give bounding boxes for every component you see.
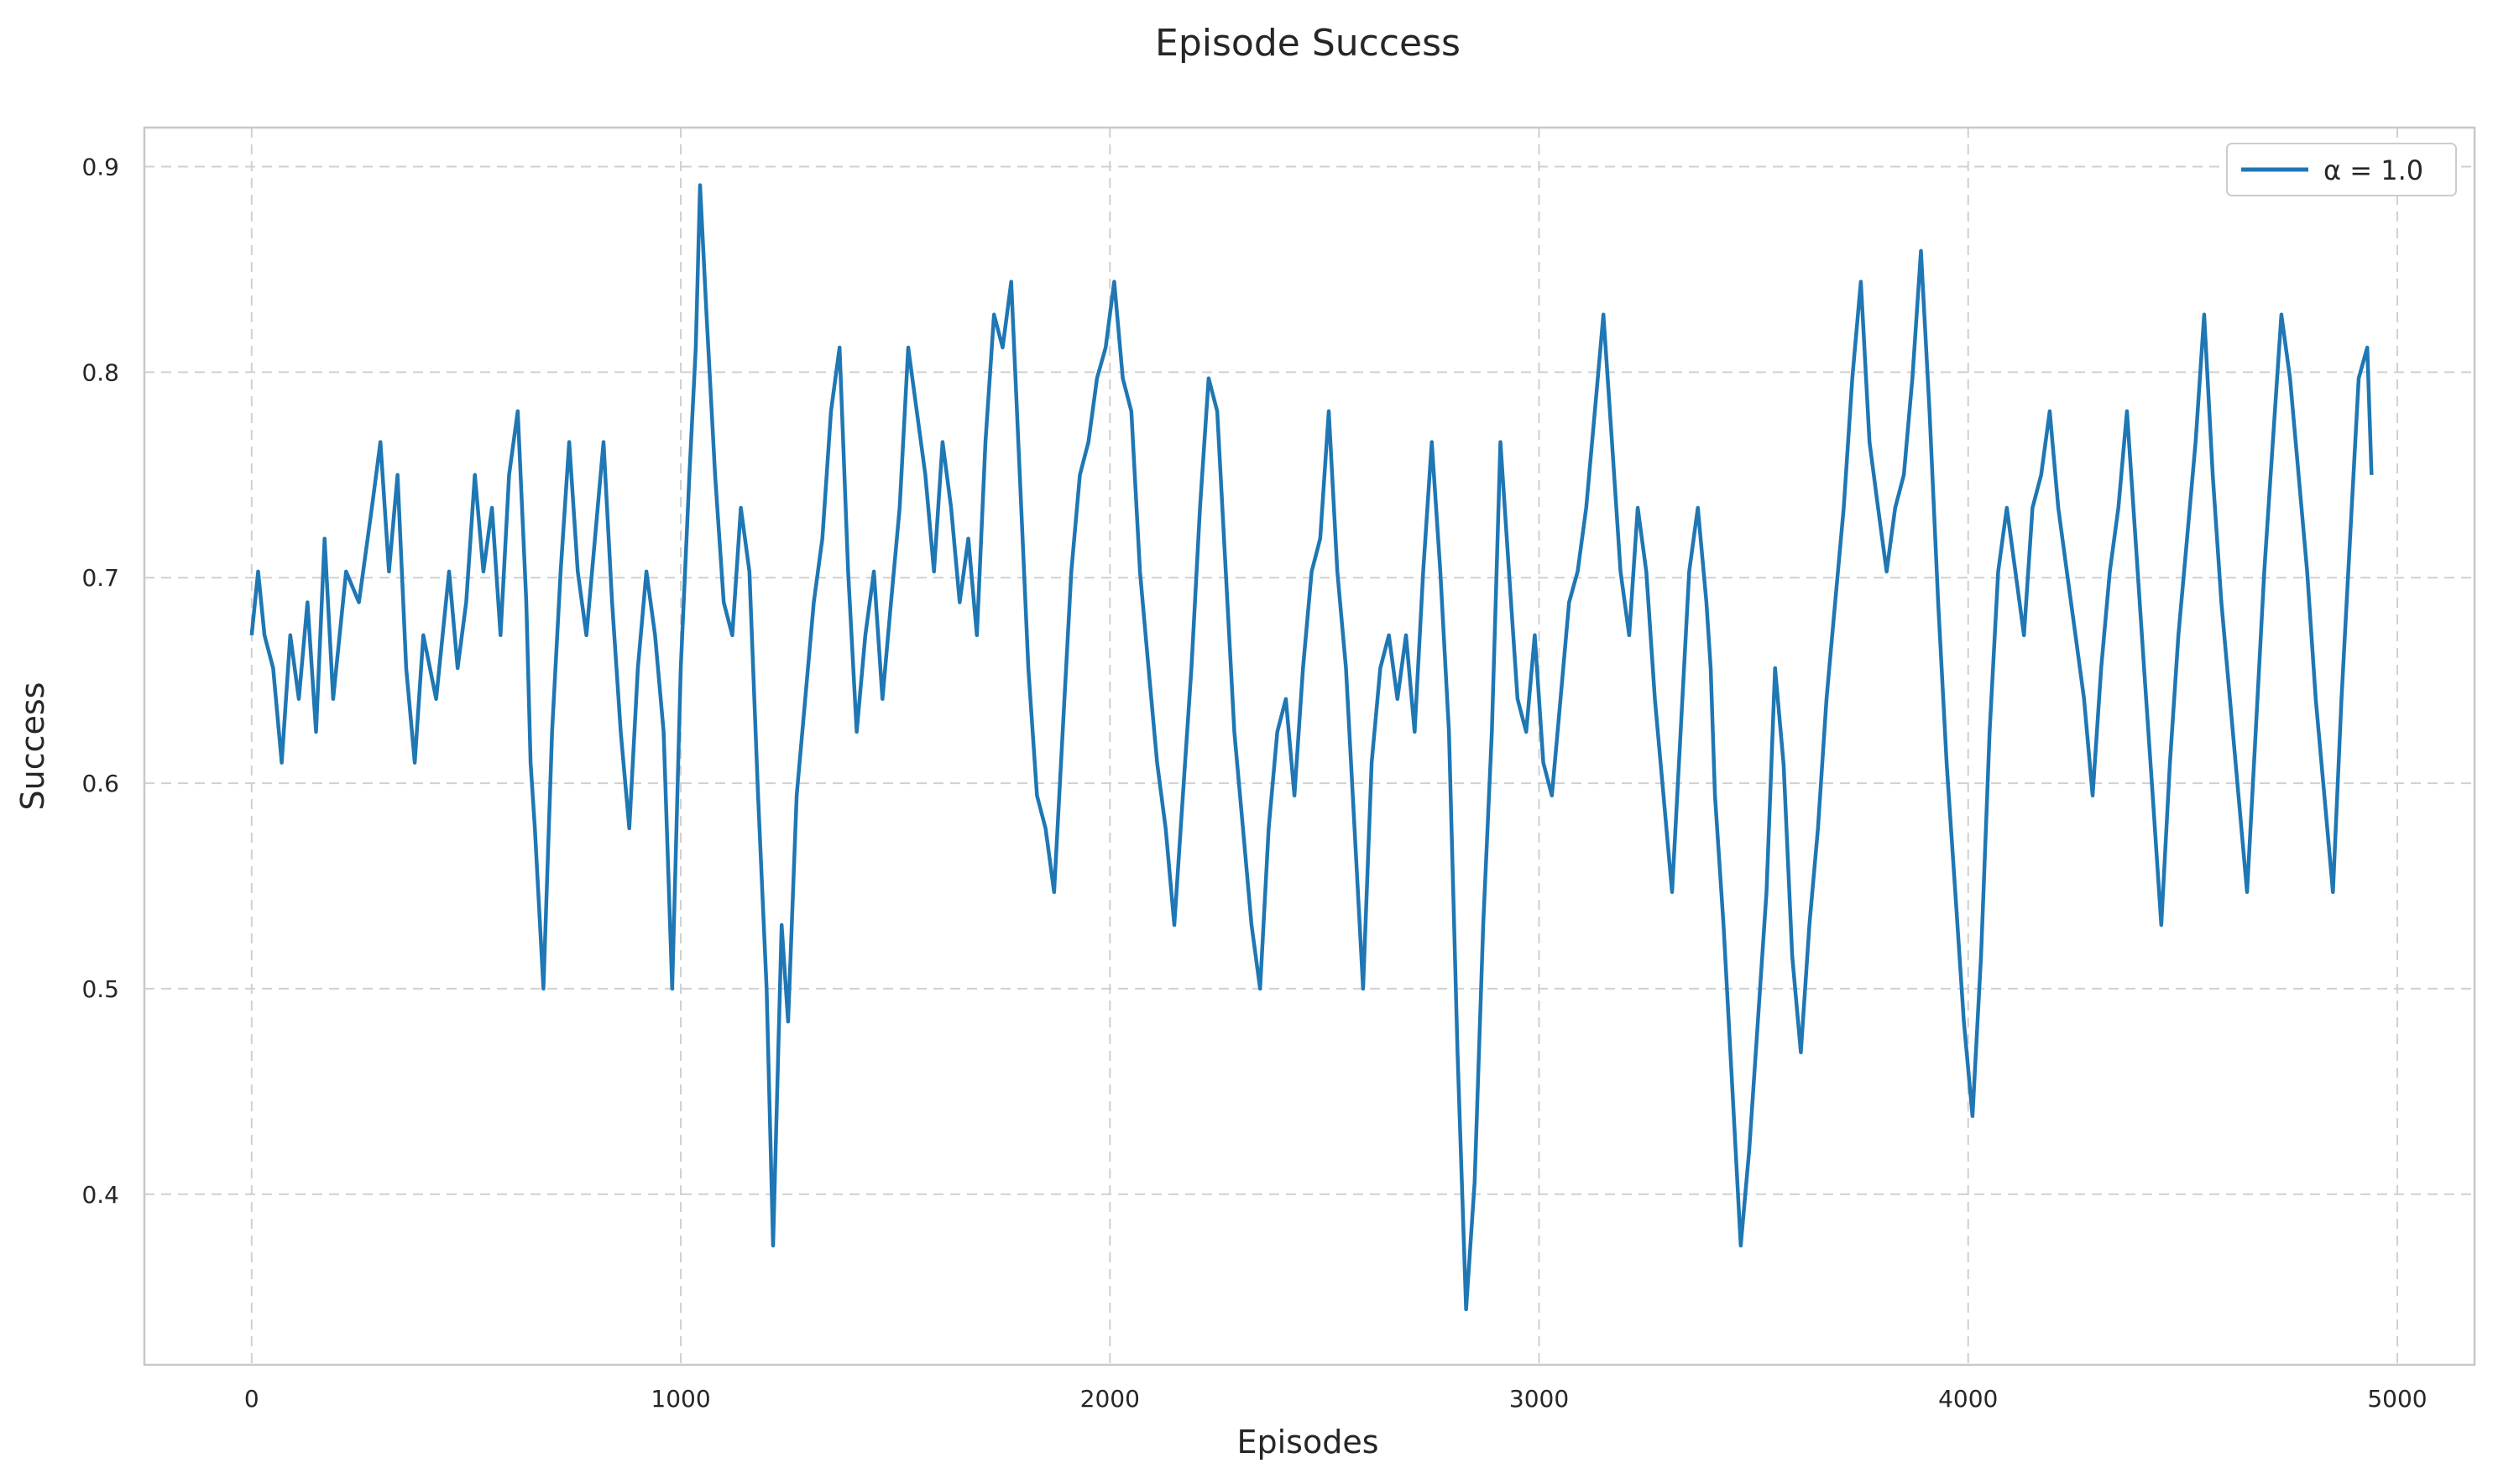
y-tick-label: 0.9 <box>81 154 119 181</box>
x-tick-label: 3000 <box>1509 1385 1569 1413</box>
x-tick-label: 1000 <box>651 1385 710 1413</box>
x-tick-label: 4000 <box>1938 1385 1998 1413</box>
x-tick-label: 2000 <box>1080 1385 1140 1413</box>
y-tick-label: 0.4 <box>81 1181 119 1209</box>
y-tick-label: 0.7 <box>81 564 119 592</box>
legend-label: α = 1.0 <box>2323 154 2423 186</box>
series-line <box>249 183 2374 1312</box>
legend: α = 1.0 <box>2226 143 2457 196</box>
grid <box>144 128 2475 1365</box>
y-tick-label: 0.8 <box>81 358 119 386</box>
x-tick-label: 5000 <box>2367 1385 2427 1413</box>
y-tick-label: 0.5 <box>81 975 119 1003</box>
plot-frame <box>143 126 2476 1366</box>
x-tick-label: 0 <box>244 1385 259 1413</box>
y-tick-labels: 0.4 0.5 0.6 0.7 0.8 0.9 <box>81 154 119 1209</box>
chart-title: Episode Success <box>1155 22 1461 65</box>
x-tick-labels: 0 1000 2000 3000 4000 5000 <box>244 1385 2428 1413</box>
y-axis-label: Success <box>14 682 51 811</box>
y-tick-label: 0.6 <box>81 770 119 797</box>
series-group <box>249 183 2374 1312</box>
legend-box <box>2226 143 2457 196</box>
x-axis-label: Episodes <box>1236 1424 1378 1460</box>
